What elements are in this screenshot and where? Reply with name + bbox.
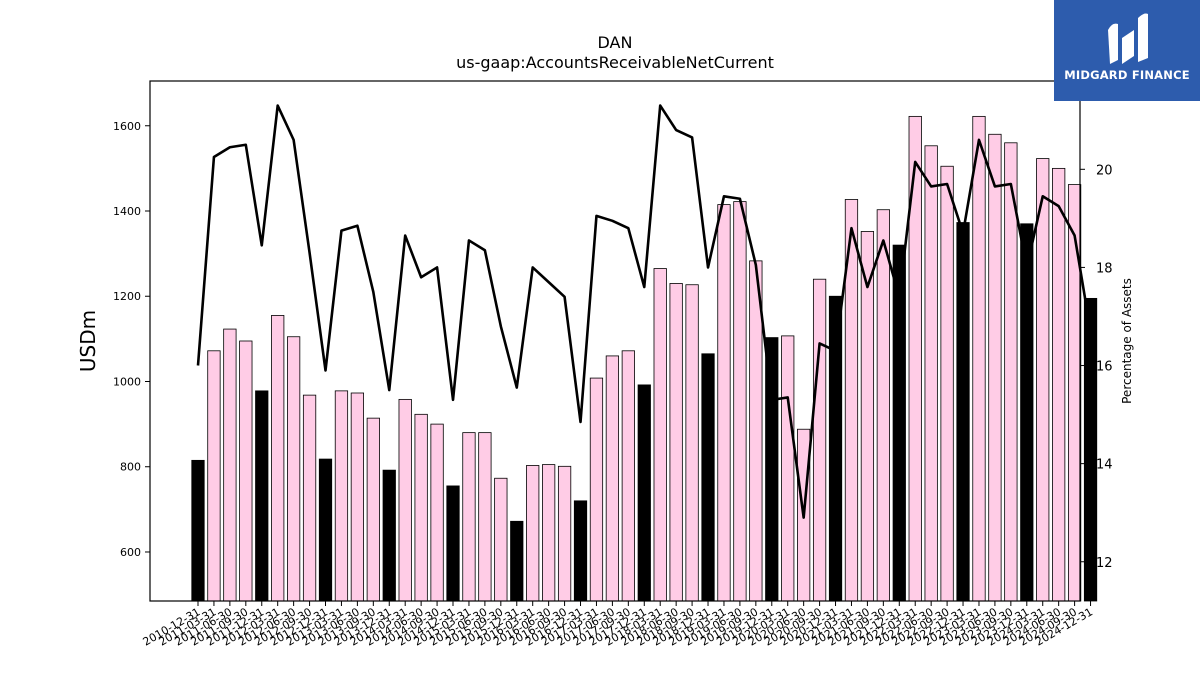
- y-tick-label: 1000: [113, 375, 141, 388]
- bar-2012-03-31: [271, 315, 285, 602]
- bar-2013-06-30: [350, 392, 365, 602]
- y2-axis-label: Percentage of Assets: [1120, 278, 1134, 404]
- bar-2019-06-30: [733, 201, 747, 602]
- chart-subtitle: us-gaap:AccountsReceivableNetCurrent: [456, 53, 774, 72]
- bar-2015-12-31: [510, 520, 524, 602]
- bar-2014-09-30: [430, 423, 444, 602]
- bar-2018-09-30: [685, 284, 699, 602]
- bar-2022-09-30: [940, 165, 954, 602]
- y2-tick-label: 18: [1096, 261, 1113, 276]
- y-tick-label: 1600: [113, 120, 141, 133]
- bar-2010-12-31: [191, 459, 205, 602]
- y2-tick-label: 16: [1096, 360, 1113, 375]
- bar-2022-06-30: [924, 145, 938, 602]
- bar-2020-03-31: [781, 335, 795, 602]
- bar-2013-03-31: [334, 390, 349, 602]
- series-line: [196, 104, 1092, 519]
- y2-tick-label: 12: [1096, 556, 1113, 571]
- bar-2016-09-30: [557, 465, 572, 602]
- bar-2023-12-31: [1020, 223, 1034, 602]
- bar-2011-03-31: [207, 350, 221, 602]
- bar-2017-09-30: [621, 350, 635, 602]
- bar-2011-06-30: [223, 328, 237, 602]
- plot-frame: [149, 80, 1081, 602]
- bar-2016-06-30: [542, 464, 556, 602]
- y-tick-label: 600: [120, 546, 141, 559]
- bar-2020-09-30: [812, 278, 827, 602]
- bar-2012-09-30: [302, 394, 317, 602]
- bar-2017-12-31: [637, 384, 651, 602]
- bar-2018-06-30: [669, 283, 683, 602]
- y2-tick-label: 20: [1096, 163, 1113, 178]
- x-axis: 2010-12-312011-03-312011-06-302011-09-30…: [141, 601, 1095, 649]
- bar-2018-03-31: [653, 268, 667, 602]
- bar-2017-06-30: [605, 355, 620, 602]
- bar-2016-12-31: [573, 500, 588, 602]
- y-tick-label: 800: [120, 461, 141, 474]
- bar-2023-06-30: [988, 133, 1002, 602]
- chart-title: DAN: [598, 33, 633, 52]
- bar-2015-09-30: [494, 477, 508, 602]
- bar-2014-12-31: [446, 485, 460, 602]
- bar-2016-03-31: [526, 465, 540, 602]
- bar-2021-09-30: [876, 209, 890, 602]
- y-axis-left: 600 800 1000 1200 1400 1600: [113, 120, 150, 559]
- bar-2021-12-31: [892, 244, 906, 602]
- bar-2024-12-31: [1083, 297, 1098, 602]
- y-tick-label: 1400: [113, 205, 141, 218]
- bar-2022-12-31: [956, 222, 970, 602]
- bar-2024-06-30: [1052, 167, 1066, 602]
- bar-2019-03-31: [717, 204, 731, 602]
- y-tick-label: 1200: [113, 290, 141, 303]
- bar-2015-06-30: [478, 432, 492, 602]
- bar-2014-06-30: [414, 413, 428, 602]
- bar-2024-03-31: [1036, 158, 1050, 602]
- bar-2012-12-31: [318, 458, 333, 602]
- bar-2013-12-31: [382, 469, 396, 602]
- bar-2023-03-31: [972, 115, 986, 602]
- bar-2011-12-31: [255, 390, 269, 602]
- logo-text: MIDGARD FINANCE: [1064, 68, 1190, 82]
- bar-2011-09-30: [239, 340, 253, 602]
- bar-2015-03-31: [462, 432, 476, 602]
- y-axis-right: 12 14 16 18 20: [1080, 163, 1113, 571]
- percentage-of-assets-line: [196, 104, 1092, 519]
- bar-2017-03-31: [589, 377, 604, 602]
- bar-2024-09-30: [1067, 184, 1082, 602]
- y2-tick-label: 14: [1096, 458, 1113, 473]
- bar-2013-09-30: [366, 417, 380, 602]
- bar-2018-12-31: [701, 353, 715, 602]
- bar-2012-06-30: [287, 336, 301, 602]
- y-axis-label: USDm: [76, 310, 100, 372]
- brand-logo: MIDGARD FINANCE: [1054, 0, 1200, 101]
- logo-mark-icon: [1108, 13, 1148, 65]
- bar-2019-12-31: [765, 337, 779, 602]
- bar-2014-03-31: [398, 398, 412, 602]
